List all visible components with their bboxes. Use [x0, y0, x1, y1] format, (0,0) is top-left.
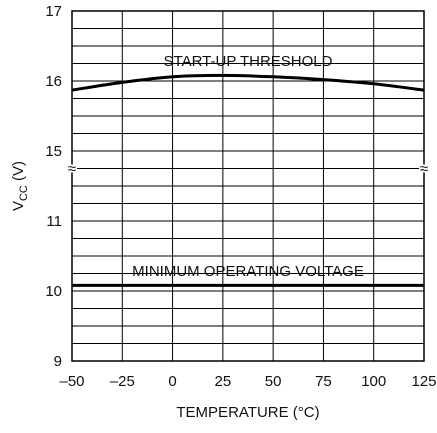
x-tick-label: 100	[361, 373, 386, 390]
y-axis-label: VCC (V)	[10, 161, 30, 211]
y-tick-label: 15	[45, 143, 62, 160]
axis-break-gap	[419, 164, 429, 173]
x-tick-label: 25	[215, 373, 232, 390]
x-tick-label: 75	[315, 373, 332, 390]
series-curves	[71, 73, 425, 287]
y-tick-label: 17	[45, 3, 62, 20]
y-axis-label-unit: (V)	[10, 161, 27, 185]
series-label-minimum-operating-voltage: MINIMUM OPERATING VOLTAGE	[132, 263, 364, 280]
x-tick-label: 0	[168, 373, 176, 390]
x-tick-label: –50	[59, 373, 84, 390]
y-axis-label-sub: CC	[18, 185, 30, 201]
series-line-start-up-threshold	[71, 73, 425, 92]
x-tick-label: –25	[110, 373, 135, 390]
axis-break-mark-left: ≈	[68, 161, 76, 178]
x-axis-label: TEMPERATURE (°C)	[176, 404, 319, 421]
x-tick-label: 50	[265, 373, 282, 390]
y-tick-label: 11	[46, 213, 62, 230]
y-tick-label: 9	[54, 353, 62, 370]
axis-break-gap	[67, 164, 77, 173]
y-axis-label-main: V	[10, 201, 27, 211]
series-label-start-up-threshold: START-UP THRESHOLD	[164, 53, 333, 70]
axis-break-marks: ≈ ≈	[67, 161, 429, 178]
y-tick-label: 16	[45, 73, 62, 90]
tick-labels: –50 –25 0 25 50 75 100 125 9 10 11 15 16 17	[45, 3, 436, 390]
y-tick-label: 10	[45, 283, 62, 300]
axis-break-mark-right: ≈	[420, 161, 428, 178]
x-tick-label: 125	[411, 373, 436, 390]
plot-frame	[71, 10, 425, 362]
